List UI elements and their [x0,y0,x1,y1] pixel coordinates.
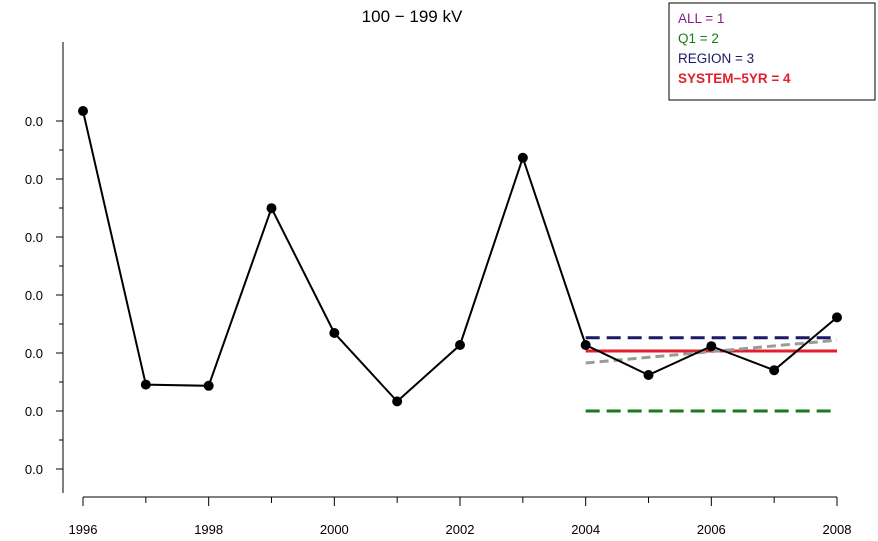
data-point [455,340,465,350]
x-tick-label: 2004 [571,522,600,537]
legend-box [668,2,876,101]
series-line [82,110,838,403]
data-point [643,370,654,380]
data-point [769,365,780,376]
legend-item: ALL = 1 [678,11,724,26]
x-tick-label: 2008 [823,522,852,537]
legend: ALL = 1 Q1 = 2 REGION = 3 SYSTEM−5YR = 4 [668,2,876,101]
legend-item: SYSTEM−5YR = 4 [678,71,791,86]
y-tick-label: 0.0 [25,230,43,245]
legend-item: REGION = 3 [678,51,754,66]
data-point [266,203,277,214]
data-point [140,379,151,390]
data-series [78,106,842,407]
y-tick-label: 0.0 [25,404,43,419]
data-point [329,328,340,338]
x-tick-label: 1996 [69,522,98,537]
y-tick-label: 0.0 [25,346,43,361]
legend-item: Q1 = 2 [678,31,719,46]
y-tick-label: 0.0 [25,288,43,303]
y-tick-label: 0.0 [25,462,43,477]
data-point [78,106,88,116]
data-point [517,152,528,163]
data-point [832,312,842,323]
x-tick-label: 2000 [320,522,349,537]
x-axis-ticks: 1996 1998 2000 2002 2004 2006 2008 [69,497,852,537]
reference-line-trend [585,338,838,365]
x-tick-label: 1998 [194,522,223,537]
chart-title: 100 − 199 kV [362,7,463,26]
data-point [580,340,591,350]
data-point [706,341,717,352]
x-tick-label: 2002 [446,522,475,537]
y-axis-ticks: 0.0 0.0 0.0 0.0 0.0 0.0 0.0 [25,114,63,477]
data-point [203,380,214,391]
data-point [392,396,403,407]
y-tick-label: 0.0 [25,114,43,129]
y-tick-label: 0.0 [25,172,43,187]
x-tick-label: 2006 [697,522,726,537]
